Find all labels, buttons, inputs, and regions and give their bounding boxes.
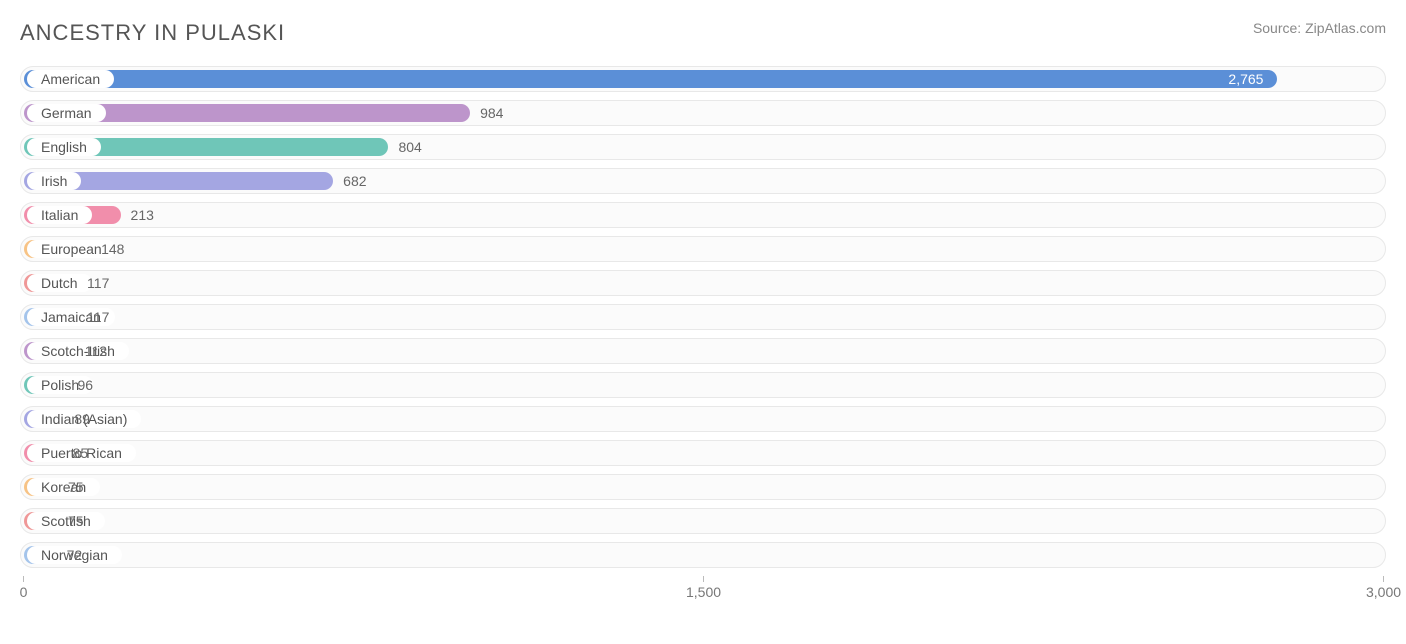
bar-row: Scottish75 (20, 508, 1386, 534)
bar-row: Scotch-Irish112 (20, 338, 1386, 364)
bar-row: Polish96 (20, 372, 1386, 398)
bar-value: 984 (470, 101, 503, 125)
bar-row: Dutch117 (20, 270, 1386, 296)
bar-value: 75 (58, 475, 84, 499)
x-tick: 3,000 (1383, 576, 1384, 582)
bar-chart: American2,765 German 984 English 804 Irish 682… (20, 66, 1386, 568)
chart-header: ANCESTRY IN PULASKI Source: ZipAtlas.com (20, 20, 1386, 46)
bar-row: Italian 213 (20, 202, 1386, 228)
bar-value: 72 (57, 543, 83, 567)
bar-value: 112 (75, 339, 107, 363)
bar-row: Indian (Asian)89 (20, 406, 1386, 432)
tick-label: 0 (20, 584, 28, 600)
bar-row: European148 (20, 236, 1386, 262)
bar-row: German 984 (20, 100, 1386, 126)
chart-title: ANCESTRY IN PULASKI (20, 20, 285, 46)
bar-row: Korean75 (20, 474, 1386, 500)
x-axis: 0 1,500 3,000 (20, 576, 1386, 601)
x-tick: 0 (23, 576, 24, 582)
bar-row: American2,765 (20, 66, 1386, 92)
bar-value: 85 (63, 441, 89, 465)
tick-line (703, 576, 704, 582)
bar-value: 96 (68, 373, 94, 397)
chart-source: Source: ZipAtlas.com (1253, 20, 1386, 36)
bar-value: 682 (333, 169, 366, 193)
tick-label: 3,000 (1366, 584, 1401, 600)
tick-line (1383, 576, 1384, 582)
bar-row: English 804 (20, 134, 1386, 160)
bar-value: 148 (91, 237, 124, 261)
bar-value: 117 (77, 271, 109, 295)
bar-label: English (27, 138, 101, 156)
bar-value: 2,765 (24, 67, 1277, 91)
bar-label: Italian (27, 206, 92, 224)
bar-value: 117 (77, 305, 109, 329)
bar-row: Puerto Rican85 (20, 440, 1386, 466)
bar-value: 75 (58, 509, 84, 533)
bar-row: Irish 682 (20, 168, 1386, 194)
x-tick: 1,500 (703, 576, 704, 582)
tick-label: 1,500 (686, 584, 721, 600)
bar-row: Norwegian72 (20, 542, 1386, 568)
bar-value: 804 (388, 135, 421, 159)
bar-label: Irish (27, 172, 81, 190)
bar-row: Jamaican117 (20, 304, 1386, 330)
bar-value: 213 (121, 203, 154, 227)
tick-line (23, 576, 24, 582)
bar-label: German (27, 104, 106, 122)
bar-value: 89 (64, 407, 90, 431)
